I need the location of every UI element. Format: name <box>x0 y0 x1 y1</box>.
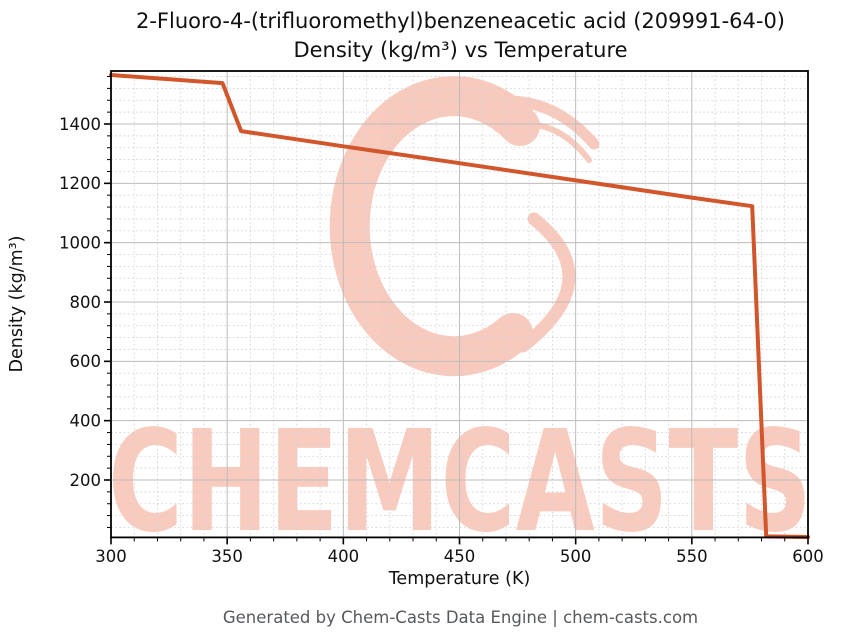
x-tick-label: 600 <box>792 547 824 566</box>
x-tick-label: 300 <box>95 547 127 566</box>
watermark-flick2-stroke <box>494 121 592 163</box>
y-tick-label: 600 <box>70 352 102 371</box>
chart-title-line1: 2-Fluoro-4-(trifluoromethyl)benzeneaceti… <box>135 9 785 33</box>
watermark-flick-stroke <box>462 95 600 150</box>
y-tick-label: 200 <box>70 471 102 490</box>
x-tick-label: 500 <box>560 547 592 566</box>
y-axis-label: Density (kg/m³) <box>7 236 27 373</box>
y-tick-label: 1200 <box>59 174 101 193</box>
y-tick-label: 400 <box>70 411 102 430</box>
x-axis-label: Temperature (K) <box>388 569 531 589</box>
footer-credit: Generated by Chem-Casts Data Engine | ch… <box>222 608 699 627</box>
x-tick-label: 450 <box>444 547 476 566</box>
x-tick-label: 550 <box>676 547 708 566</box>
chart-title-line2: Density (kg/m³) vs Temperature <box>293 37 628 62</box>
minor-tick-marks <box>107 76 786 542</box>
density-line <box>109 73 810 539</box>
watermark-circle-stroke <box>329 76 540 377</box>
y-tick-label: 1400 <box>59 115 101 134</box>
tick-marks <box>104 123 809 545</box>
y-tick-label: 1000 <box>59 233 101 252</box>
x-tick-label: 400 <box>328 547 360 566</box>
y-tick-label: 800 <box>70 293 102 312</box>
watermark-logo <box>329 76 600 377</box>
chart-title: 2-Fluoro-4-(trifluoromethyl)benzeneaceti… <box>60 7 861 64</box>
watermark-crescent-stroke <box>516 212 576 353</box>
x-tick-label: 350 <box>211 547 243 566</box>
